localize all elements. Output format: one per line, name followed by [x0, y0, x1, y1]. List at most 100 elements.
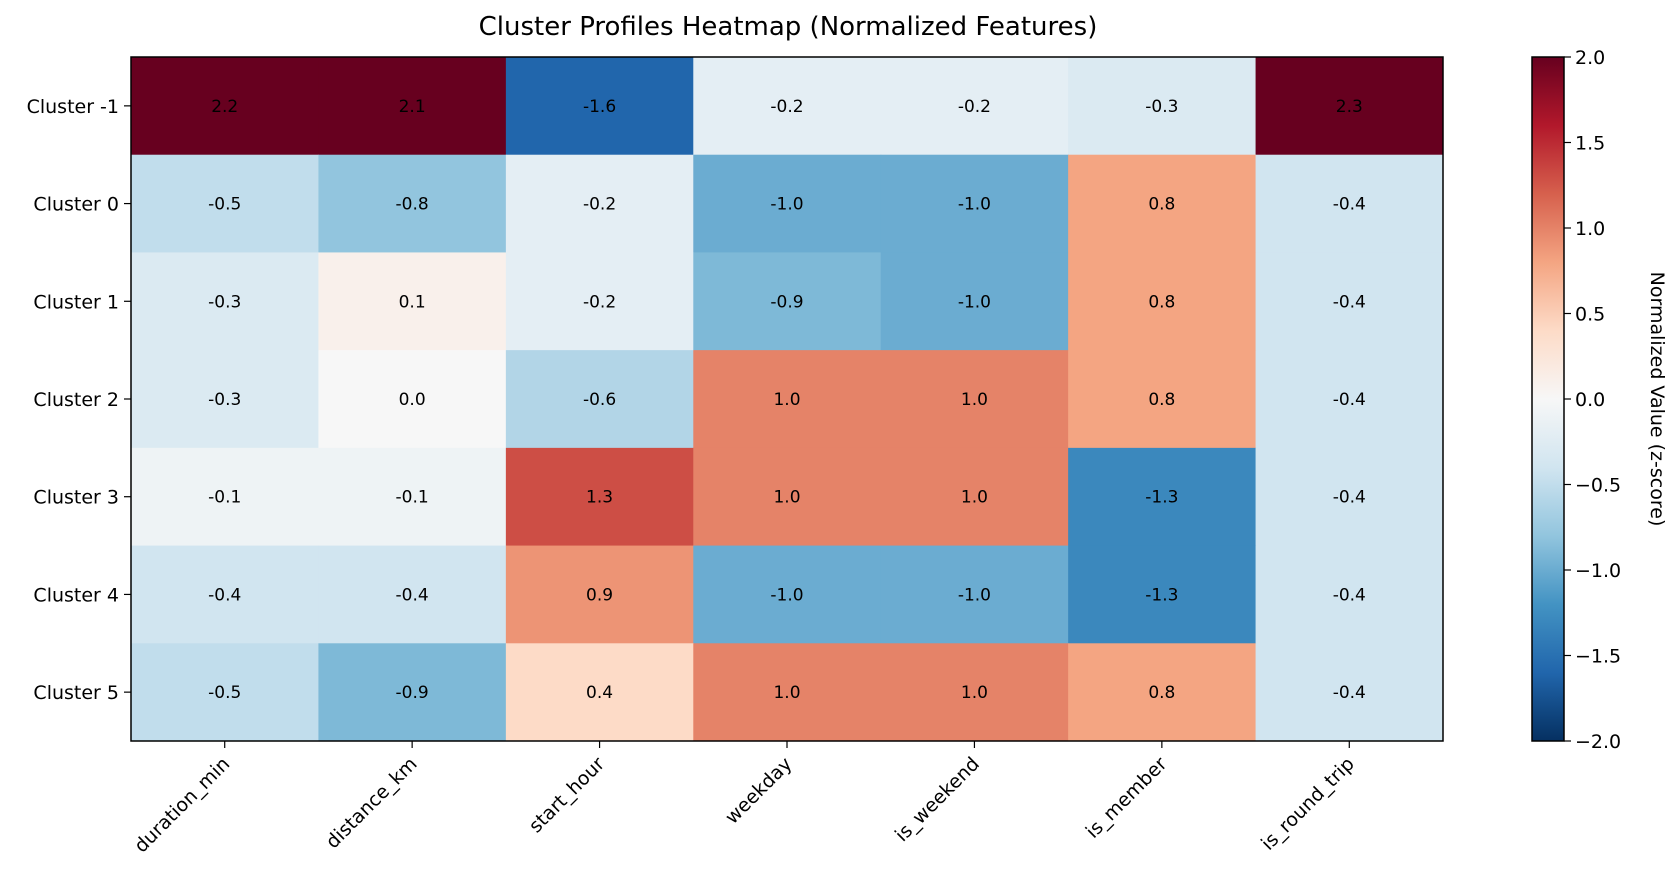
row-label: Cluster 2	[33, 389, 119, 411]
cell-value-label: 1.0	[773, 488, 800, 508]
heatmap-cell	[131, 350, 319, 449]
colorbar: 2.0 1.5 1.0 0.5 0.0 −0.5 −1.0 −1.5 −2.0 Normaliz…	[1531, 47, 1668, 753]
row-axis: Cluster -1 Cluster 0 Cluster 1 Cluster 2 Clu…	[27, 96, 131, 704]
row-label: Cluster 4	[33, 584, 119, 606]
heatmap-cell	[693, 57, 882, 156]
heatmap-cell	[693, 545, 882, 644]
colorbar-ticks: 2.0 1.5 1.0 0.5 0.0 −0.5 −1.0 −1.5 −2.0	[1564, 47, 1621, 753]
heatmap-cell	[1068, 643, 1257, 742]
heatmap-cell	[318, 545, 507, 644]
heatmap-cell	[318, 350, 507, 449]
heatmap-cell	[131, 57, 319, 156]
cell-value-label: -0.2	[770, 97, 803, 117]
cell-value-label: 1.0	[773, 683, 800, 703]
cell-value-label: 1.0	[961, 488, 988, 508]
row-label: Cluster 0	[33, 194, 119, 216]
cell-value-label: -1.6	[583, 97, 616, 117]
heatmap-cell	[1255, 350, 1444, 449]
heatmap-cell	[131, 447, 319, 547]
column-axis: duration_min distance_km start_hour weekday…	[130, 741, 1359, 857]
cell-value-label: -0.6	[583, 390, 616, 410]
heatmap-cell	[1068, 447, 1257, 547]
cell-value-label: -0.4	[208, 585, 241, 605]
cell-value-label: -1.0	[770, 195, 803, 215]
cell-value-label: 0.8	[1148, 292, 1175, 312]
heatmap-cell	[318, 643, 507, 742]
heatmap-cell	[1068, 57, 1257, 156]
row-label: Cluster 1	[33, 291, 119, 313]
heatmap-cell	[693, 643, 882, 742]
heatmap-cell	[131, 154, 319, 253]
heatmap-cell	[1068, 154, 1257, 253]
heatmap-cell	[505, 57, 694, 156]
cell-value-label: 0.8	[1148, 683, 1175, 703]
colorbar-tick-label: 0.0	[1575, 389, 1605, 411]
heatmap-cell	[693, 447, 882, 547]
cell-value-label: 1.0	[773, 390, 800, 410]
cell-value-label: 0.9	[586, 585, 613, 605]
cell-value-label: -0.1	[208, 488, 241, 508]
cell-value-label: -0.9	[770, 292, 803, 312]
heatmap-cell	[505, 350, 694, 449]
cell-value-label: 2.3	[1336, 97, 1363, 117]
column-label: start_hour	[525, 753, 609, 837]
cell-value-label: -0.1	[396, 488, 429, 508]
column-label: duration_min	[130, 753, 234, 857]
cell-value-label: -0.2	[583, 292, 616, 312]
heatmap-cell	[1255, 545, 1444, 644]
cell-value-label: 0.1	[399, 292, 426, 312]
heatmap-cell	[1068, 545, 1257, 644]
heatmap-cell	[693, 350, 882, 449]
row-label: Cluster 5	[33, 682, 119, 704]
cell-value-label: -0.4	[1333, 390, 1366, 410]
colorbar-tick-label: −1.5	[1575, 646, 1621, 668]
heatmap-cell	[505, 643, 694, 742]
cell-value-label: 0.8	[1148, 390, 1175, 410]
cell-value-label: -1.0	[958, 195, 991, 215]
colorbar-label: Normalized Value (z-score)	[1646, 272, 1668, 527]
cell-value-label: 2.1	[399, 97, 426, 117]
heatmap-cell	[505, 154, 694, 253]
cell-value-label: -0.4	[1333, 195, 1366, 215]
heatmap-cell	[318, 252, 507, 351]
heatmap-cell	[880, 350, 1069, 449]
cell-value-label: -0.3	[208, 292, 241, 312]
chart-title: Cluster Profiles Heatmap (Normalized Fea…	[479, 12, 1098, 42]
column-label: is_round_trip	[1257, 753, 1359, 855]
cell-value-label: -0.4	[1333, 488, 1366, 508]
cell-value-label: -0.5	[208, 683, 241, 703]
cell-value-label: -1.3	[1145, 585, 1178, 605]
cell-value-label: -0.5	[208, 195, 241, 215]
cell-value-label: 1.0	[961, 390, 988, 410]
cell-value-label: -0.4	[1333, 683, 1366, 703]
heatmap-cell	[131, 252, 319, 351]
heatmap-cell	[880, 447, 1069, 547]
column-label: is_weekend	[891, 753, 984, 846]
colorbar-tick-label: 2.0	[1575, 47, 1605, 69]
colorbar-tick-label: −0.5	[1575, 475, 1621, 497]
heatmap-cell	[880, 545, 1069, 644]
heatmap-cell	[505, 252, 694, 351]
column-label: weekday	[721, 753, 797, 829]
cell-value-label: -0.3	[1145, 97, 1178, 117]
heatmap-cell	[693, 252, 882, 351]
cell-value-label: 0.4	[586, 683, 613, 703]
heatmap-cell	[880, 643, 1069, 742]
cell-value-label: 0.0	[399, 390, 426, 410]
cell-value-label: -0.4	[1333, 585, 1366, 605]
heatmap-cell	[1255, 154, 1444, 253]
heatmap-cell	[1068, 350, 1257, 449]
heatmap-cells	[131, 57, 1444, 742]
cell-value-label: -0.9	[396, 683, 429, 703]
cell-value-label: -1.0	[770, 585, 803, 605]
cell-value-label: 2.2	[211, 97, 238, 117]
cell-value-label: 0.8	[1148, 195, 1175, 215]
heatmap-cell	[880, 252, 1069, 351]
colorbar-tick-label: 0.5	[1575, 304, 1605, 326]
colorbar-tick-label: 1.5	[1575, 133, 1605, 155]
cell-value-label: 1.0	[961, 683, 988, 703]
heatmap-cell	[318, 154, 507, 253]
heatmap-cell	[131, 643, 319, 742]
heatmap-cell	[880, 57, 1069, 156]
